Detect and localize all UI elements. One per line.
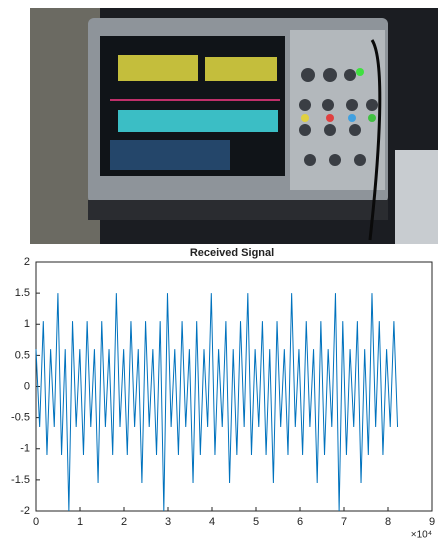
scope-base [88,200,388,220]
y-tick-label: 2 [24,256,30,268]
x-tick-label: 7 [341,516,347,528]
status-led [356,68,364,76]
y-tick-label: 0 [24,380,30,392]
screen-readout [110,140,230,170]
x-tick-label: 5 [253,516,259,528]
channel-led [301,114,309,122]
y-tick-label: -2 [20,505,30,517]
x-tick-label: 6 [297,516,303,528]
y-tick-label: -1 [20,443,30,455]
yellow-trace [118,55,198,81]
x-tick-label: 1 [77,516,83,528]
channel-led [368,114,376,122]
oscilloscope-photo [30,8,438,244]
side-device [395,150,438,244]
y-tick-label: -0.5 [11,412,30,424]
x-tick-label: 4 [209,516,215,528]
figure: Received Signal ×10⁴ -2 -1.5 -1 -0.5 0 0.5 1 1.… [0,0,438,540]
y-tick-label: 0.5 [15,349,30,361]
x-tick-label: 9 [429,516,435,528]
chart-title: Received Signal [190,247,274,259]
y-tick-label: 1.5 [15,287,30,299]
yellow-trace [205,57,277,81]
channel-led [326,114,334,122]
y-tick-label: -1.5 [11,474,30,486]
x-tick-label: 2 [121,516,127,528]
x-tick-label: 8 [385,516,391,528]
page: {"chart_data": {"type": "line", "title":… [0,0,438,540]
channel-led [348,114,356,122]
x-tick-label: 3 [165,516,171,528]
signal-line [36,293,398,511]
x-tick-label: 0 [33,516,39,528]
x-multiplier: ×10⁴ [411,530,432,540]
y-tick-label: 1 [24,318,30,330]
cyan-trace [118,110,278,132]
